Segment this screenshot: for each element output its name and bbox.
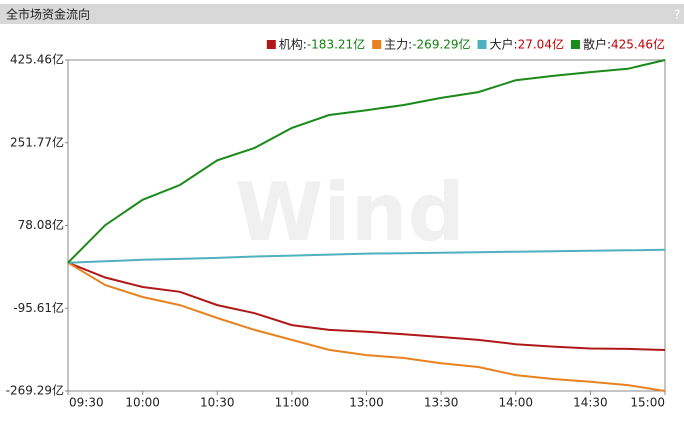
legend-swatch — [570, 40, 580, 49]
legend-value: -269.29亿 — [412, 37, 470, 52]
series-line — [67, 261, 666, 351]
help-button[interactable]: ? — [674, 8, 680, 22]
series-line — [67, 59, 666, 264]
x-tick-label: 13:30 — [424, 396, 459, 410]
x-tick-label: 14:30 — [573, 396, 608, 410]
x-tick-label: 15:00 — [630, 396, 665, 410]
x-tick-label: 13:00 — [349, 396, 384, 410]
legend-swatch — [477, 40, 487, 49]
x-tick-label: 10:00 — [125, 396, 160, 410]
x-tick-label: 11:00 — [275, 396, 310, 410]
legend-value: 27.04亿 — [518, 37, 564, 52]
chart-title: 全市场资金流向 — [6, 7, 90, 22]
legend-label: 主力: — [384, 38, 412, 52]
y-tick-label: 251.77亿 — [10, 134, 64, 149]
legend-value: 425.46亿 — [611, 37, 665, 52]
y-tick-label: 78.08亿 — [18, 217, 64, 232]
x-tick-label: 10:30 — [200, 396, 235, 410]
title-bar — [0, 4, 684, 24]
y-tick-label: -269.29亿 — [6, 383, 64, 398]
x-tick-label: 09:30 — [69, 396, 104, 410]
x-tick-label: 14:00 — [498, 396, 533, 410]
watermark: Wind — [235, 166, 465, 259]
series-line — [67, 248, 666, 264]
legend-swatch — [372, 40, 382, 49]
legend-value: -183.21亿 — [307, 37, 365, 52]
legend-label: 散户: — [583, 37, 611, 52]
y-tick-label: 425.46亿 — [10, 52, 64, 67]
legend-label: 机构: — [279, 37, 307, 52]
legend-label: 大户: — [490, 37, 518, 52]
legend-swatch — [266, 40, 276, 49]
series-line — [67, 261, 666, 392]
y-tick-label: -95.61亿 — [13, 300, 64, 315]
